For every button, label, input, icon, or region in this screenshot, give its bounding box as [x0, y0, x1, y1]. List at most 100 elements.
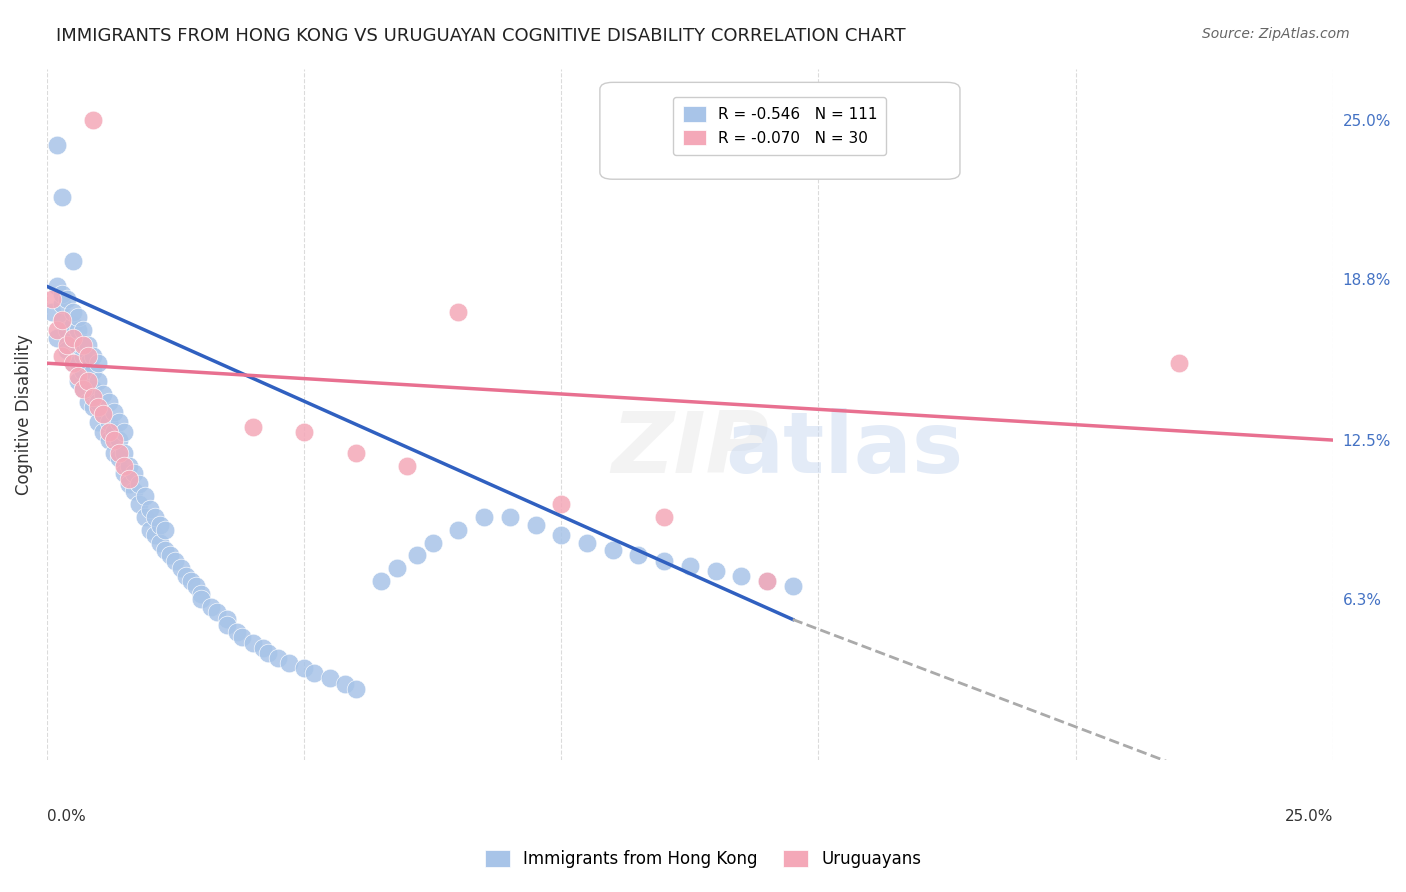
Point — [679, 558, 702, 573]
Point — [66, 356, 89, 370]
Point — [756, 574, 779, 588]
Point — [72, 323, 94, 337]
Point — [82, 390, 104, 404]
Point — [112, 425, 135, 440]
Point — [87, 400, 110, 414]
Point — [149, 517, 172, 532]
Point — [51, 312, 73, 326]
Point — [46, 138, 69, 153]
Point — [66, 310, 89, 324]
Point — [174, 569, 197, 583]
Point — [180, 574, 202, 588]
Point — [72, 364, 94, 378]
Point — [128, 497, 150, 511]
Point — [652, 553, 675, 567]
Point — [1167, 356, 1189, 370]
Point — [46, 330, 69, 344]
Point — [72, 349, 94, 363]
Point — [62, 356, 84, 370]
Point — [550, 528, 572, 542]
Point — [406, 549, 429, 563]
Point — [56, 292, 79, 306]
Point — [385, 561, 408, 575]
Text: Source: ZipAtlas.com: Source: ZipAtlas.com — [1202, 27, 1350, 41]
Point — [292, 661, 315, 675]
Point — [524, 517, 547, 532]
Point — [82, 349, 104, 363]
Point — [143, 510, 166, 524]
Point — [128, 476, 150, 491]
Point — [82, 382, 104, 396]
Point — [93, 387, 115, 401]
Point — [242, 420, 264, 434]
Point — [82, 400, 104, 414]
Point — [51, 287, 73, 301]
Point — [56, 343, 79, 358]
Point — [108, 433, 131, 447]
Point — [165, 553, 187, 567]
Point — [62, 253, 84, 268]
Point — [97, 425, 120, 440]
Point — [267, 651, 290, 665]
Point — [66, 369, 89, 384]
Point — [499, 510, 522, 524]
Point — [184, 579, 207, 593]
Point — [66, 338, 89, 352]
Point — [143, 528, 166, 542]
Point — [292, 425, 315, 440]
Point — [124, 484, 146, 499]
Point — [62, 356, 84, 370]
Point — [87, 394, 110, 409]
Point — [62, 318, 84, 332]
Point — [730, 569, 752, 583]
Point — [72, 338, 94, 352]
Point — [87, 415, 110, 429]
Point — [782, 579, 804, 593]
Point — [134, 510, 156, 524]
Point — [51, 312, 73, 326]
Point — [97, 394, 120, 409]
Point — [447, 305, 470, 319]
Point — [72, 382, 94, 396]
Point — [215, 612, 238, 626]
Point — [395, 458, 418, 473]
Point — [252, 640, 274, 655]
Point — [139, 502, 162, 516]
Point — [652, 510, 675, 524]
Point — [231, 631, 253, 645]
Point — [77, 374, 100, 388]
Point — [215, 617, 238, 632]
Point — [335, 676, 357, 690]
Point — [112, 446, 135, 460]
Point — [112, 467, 135, 481]
Text: 0.0%: 0.0% — [46, 809, 86, 824]
Point — [190, 591, 212, 606]
Point — [226, 625, 249, 640]
Point — [51, 349, 73, 363]
Point — [62, 330, 84, 344]
Point — [756, 574, 779, 588]
Point — [118, 458, 141, 473]
Point — [97, 415, 120, 429]
Point — [108, 450, 131, 465]
Point — [93, 408, 115, 422]
Point — [41, 305, 63, 319]
Point — [62, 330, 84, 344]
Text: 25.0%: 25.0% — [1285, 809, 1333, 824]
Point — [159, 549, 181, 563]
Point — [103, 446, 125, 460]
Point — [56, 323, 79, 337]
Point — [447, 523, 470, 537]
Point — [87, 356, 110, 370]
Point — [472, 510, 495, 524]
Point — [108, 415, 131, 429]
Point — [602, 543, 624, 558]
Y-axis label: Cognitive Disability: Cognitive Disability — [15, 334, 32, 495]
Point — [66, 374, 89, 388]
Point — [370, 574, 392, 588]
Point — [46, 323, 69, 337]
Point — [41, 292, 63, 306]
Point — [112, 458, 135, 473]
Point — [77, 394, 100, 409]
Text: atlas: atlas — [725, 408, 963, 491]
